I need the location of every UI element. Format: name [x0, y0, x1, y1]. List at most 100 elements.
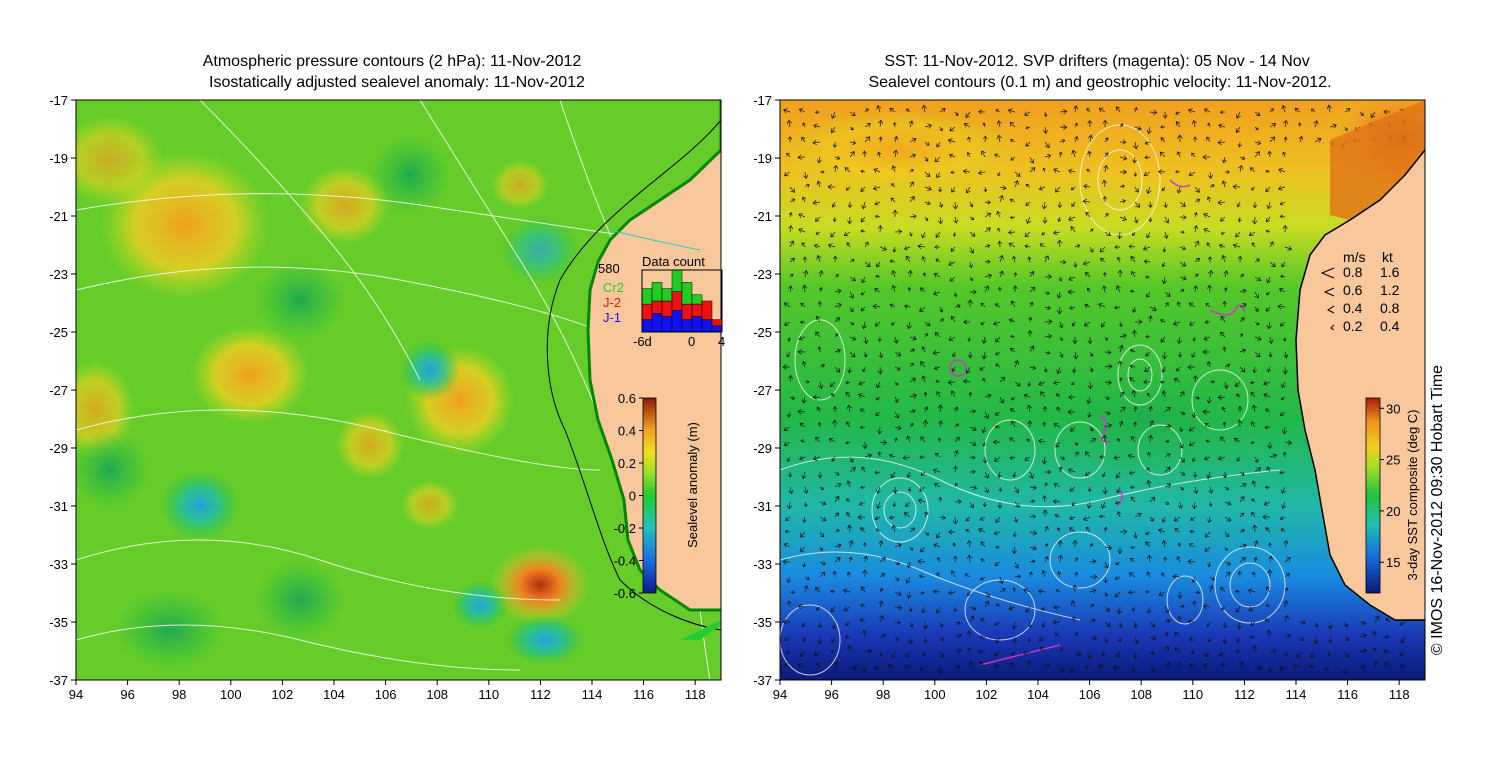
velocity-arrow [969, 501, 975, 509]
velocity-arrow [1219, 216, 1226, 222]
velocity-arrow [801, 360, 807, 368]
velocity-arrow [996, 210, 1001, 218]
velocity-arrow [1146, 126, 1152, 135]
velocity-arrow [1281, 261, 1286, 268]
velocity-arrow [1224, 287, 1228, 293]
velocity-arrow [1104, 396, 1110, 400]
velocity-arrow [1119, 184, 1126, 189]
velocity-arrow [999, 588, 1006, 593]
velocity-arrow [863, 336, 869, 345]
velocity-arrow [1235, 231, 1241, 238]
velocity-arrow [879, 587, 883, 593]
velocity-arrow [846, 242, 851, 248]
velocity-arrow [1116, 285, 1121, 293]
velocity-arrow [1008, 605, 1016, 611]
velocity-arrow [934, 452, 941, 458]
velocity-arrow [939, 621, 944, 628]
velocity-arrow [1101, 179, 1108, 188]
velocity-arrow [1279, 470, 1286, 475]
velocity-arrow [1224, 363, 1231, 368]
velocity-arrow [1068, 168, 1076, 174]
velocity-arrow [921, 375, 927, 383]
velocity-arrow [904, 664, 911, 669]
velocity-arrow [1221, 180, 1227, 188]
velocity-arrow [1119, 139, 1127, 145]
velocity-arrow [1133, 421, 1138, 428]
velocity-arrow [1074, 136, 1079, 143]
velocity-arrow [1134, 201, 1140, 208]
velocity-arrow [879, 633, 887, 639]
velocity-arrow [909, 422, 914, 428]
velocity-arrow [923, 511, 929, 518]
velocity-arrow [932, 589, 941, 595]
velocity-arrow [1074, 451, 1079, 458]
velocity-arrow [1104, 349, 1112, 355]
velocity-arrow [1161, 390, 1167, 398]
velocity-arrow [933, 365, 941, 371]
velocity-arrow [1149, 496, 1156, 503]
velocity-arrow [1070, 666, 1076, 673]
velocity-arrow [1087, 411, 1092, 418]
velocity-arrow [1148, 201, 1153, 209]
velocity-arrow [1263, 501, 1271, 506]
velocity-arrow [909, 181, 914, 188]
velocity-arrow [813, 123, 821, 129]
velocity-arrow [864, 453, 873, 459]
velocity-arrow [1084, 665, 1091, 670]
velocity-arrow [894, 425, 902, 431]
velocity-arrow [1054, 513, 1061, 518]
velocity-arrow [1176, 186, 1182, 194]
x-tick-label: 100 [924, 687, 946, 702]
velocity-arrow [1161, 366, 1166, 373]
velocity-arrow [1278, 666, 1286, 671]
velocity-arrow [818, 270, 824, 278]
velocity-arrow [812, 139, 821, 146]
velocity-arrow [830, 393, 836, 398]
velocity-arrow [1174, 528, 1181, 533]
velocity-arrow [846, 512, 851, 518]
velocity-arrow [997, 471, 1002, 479]
velocity-arrow [1089, 351, 1094, 357]
velocity-arrow [1202, 154, 1211, 160]
velocity-arrow [799, 422, 806, 428]
velocity-arrow [1038, 438, 1046, 444]
velocity-arrow [998, 486, 1003, 492]
velocity-arrow [828, 437, 836, 443]
velocity-arrow [924, 123, 933, 129]
velocity-arrow [1327, 621, 1334, 630]
velocity-arrow [906, 561, 912, 569]
velocity-arrow [1132, 329, 1138, 338]
velocity-arrow [819, 486, 824, 490]
velocity-arrow [1193, 225, 1199, 233]
velocity-arrow [969, 246, 975, 254]
velocity-arrow [1342, 666, 1349, 675]
velocity-arrow [969, 231, 976, 237]
velocity-arrow [1284, 557, 1291, 563]
velocity-arrow [1344, 126, 1348, 132]
velocity-arrow [1042, 167, 1046, 173]
velocity-arrow [894, 411, 900, 419]
velocity-arrow [833, 164, 839, 173]
velocity-arrow [1023, 393, 1031, 399]
velocity-arrow [849, 351, 856, 358]
velocity-arrow [1118, 621, 1123, 628]
velocity-arrow [906, 471, 911, 478]
velocity-arrow [1191, 351, 1196, 358]
velocity-arrow [1025, 183, 1031, 188]
velocity-arrow [934, 482, 941, 488]
velocity-arrow [1174, 632, 1181, 638]
velocity-arrow [1013, 272, 1018, 278]
velocity-arrow [1009, 138, 1016, 143]
velocity-arrow [1157, 528, 1166, 534]
velocity-arrow [1007, 229, 1016, 235]
velocity-arrow [905, 576, 911, 584]
velocity-arrow [1268, 542, 1272, 548]
velocity-arrow [1202, 663, 1211, 669]
velocity-arrow [965, 111, 971, 119]
velocity-arrow [1224, 571, 1231, 578]
velocity-arrow [1014, 501, 1020, 508]
velocity-arrow [938, 201, 944, 208]
velocity-arrow [1161, 186, 1166, 192]
velocity-arrow [1313, 120, 1319, 128]
velocity-arrow [1059, 336, 1063, 341]
